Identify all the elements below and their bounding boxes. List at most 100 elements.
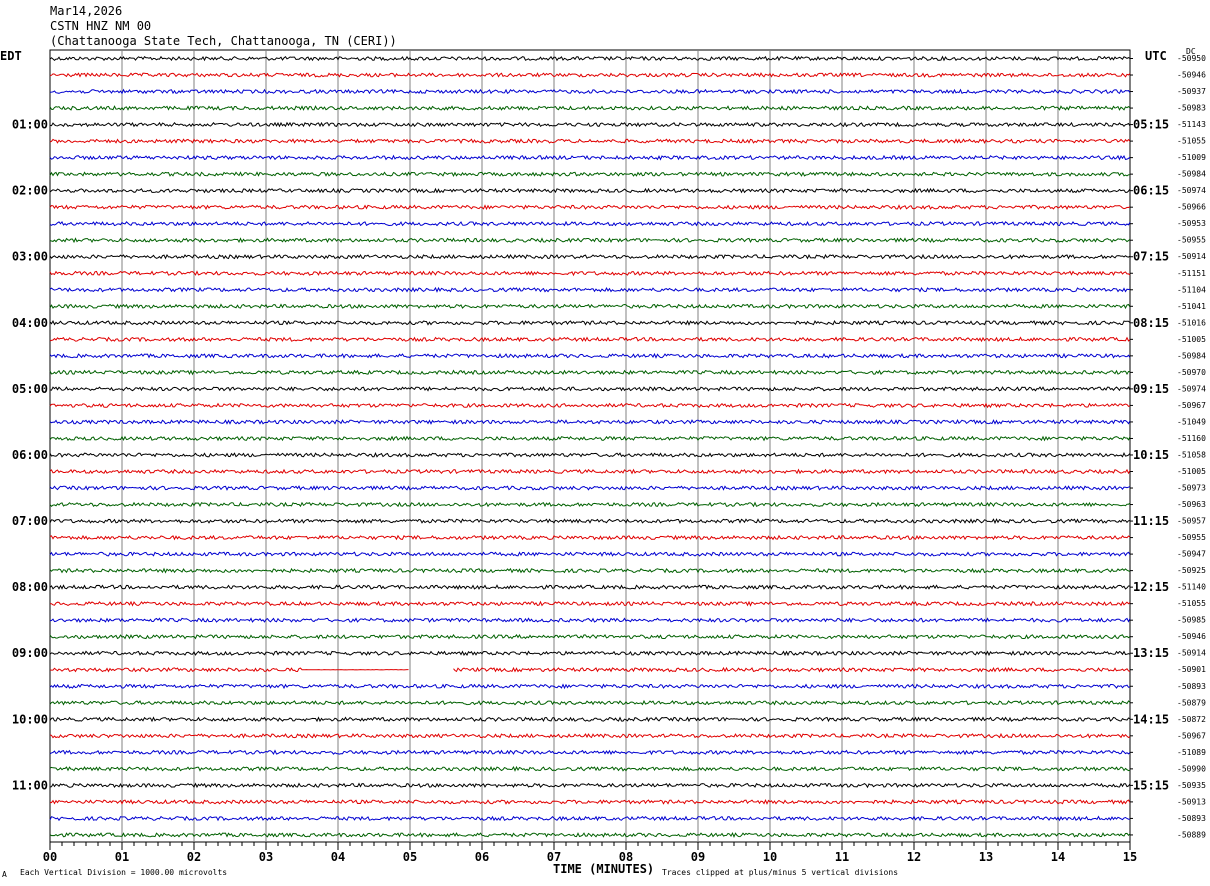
corner-mark: A (2, 870, 7, 879)
trace-line (49, 72, 1131, 78)
dc-offset-label: -50893 (1177, 814, 1206, 823)
right-hour-label: 09:15 (1133, 382, 1169, 396)
dc-offset-label: -50983 (1177, 104, 1206, 113)
dc-offset-label: -51058 (1177, 450, 1206, 459)
dc-offset-label: -50953 (1177, 219, 1206, 228)
x-tick-label: 12 (907, 850, 921, 864)
trace-line (49, 171, 1131, 178)
trace-line (49, 187, 1131, 194)
x-tick-label: 15 (1123, 850, 1137, 864)
x-tick-label: 07 (547, 850, 561, 864)
trace-line (49, 832, 1131, 838)
dc-offset-label: -51009 (1177, 153, 1206, 162)
trace-line (49, 633, 1131, 640)
dc-offset-label: -51151 (1177, 269, 1206, 278)
dc-offset-label: -51049 (1177, 417, 1206, 426)
trace-line (49, 435, 1131, 442)
trace-line (49, 319, 1131, 326)
dc-offset-label: -51016 (1177, 318, 1206, 327)
dc-offset-label: -50937 (1177, 87, 1206, 96)
x-tick-label: 13 (979, 850, 993, 864)
trace-line (49, 683, 1131, 690)
trace-line (49, 286, 1131, 293)
dc-offset-label: -50946 (1177, 71, 1206, 80)
dc-offset-label: -50990 (1177, 764, 1206, 773)
left-hour-label: 01:00 (12, 118, 48, 132)
left-hour-label: 11:00 (12, 778, 48, 792)
x-tick-label: 08 (619, 850, 633, 864)
dc-offset-label: -51104 (1177, 285, 1206, 294)
dc-column-label: DC (1186, 47, 1196, 56)
dc-offset-label: -50947 (1177, 550, 1206, 559)
dc-offset-label: -50974 (1177, 186, 1206, 195)
x-tick-label: 09 (691, 850, 705, 864)
trace-line (49, 716, 1131, 723)
left-timezone-label: EDT (0, 49, 22, 63)
right-hour-label: 14:15 (1133, 712, 1169, 726)
trace-line (49, 468, 1131, 475)
trace-line (49, 270, 1131, 277)
dc-offset-label: -50985 (1177, 616, 1206, 625)
dc-offset-label: -50879 (1177, 698, 1206, 707)
trace-line (49, 237, 1131, 244)
dc-offset-label: -50967 (1177, 731, 1206, 740)
trace-line (453, 666, 1131, 673)
dc-offset-label: -50984 (1177, 351, 1206, 360)
x-tick-label: 14 (1051, 850, 1065, 864)
dc-offset-label: -50935 (1177, 781, 1206, 790)
dc-offset-label: -50973 (1177, 484, 1206, 493)
left-hour-label: 10:00 (12, 712, 48, 726)
dc-offset-label: -51089 (1177, 748, 1206, 757)
trace-line (49, 88, 1131, 95)
trace-line (49, 749, 1131, 756)
trace-line (49, 584, 1130, 591)
trace-line (49, 303, 1131, 310)
trace-line (49, 352, 1131, 359)
right-hour-label: 12:15 (1133, 580, 1169, 594)
x-tick-label: 01 (115, 850, 129, 864)
trace-line (49, 105, 1131, 111)
right-hour-label: 10:15 (1133, 448, 1169, 462)
header-station: CSTN HNZ NM 00 (50, 19, 152, 33)
trace-line (49, 121, 1131, 128)
plot-frame (49, 49, 1131, 843)
header-date: Mar14,2026 (50, 4, 123, 18)
left-hour-label: 02:00 (12, 184, 48, 198)
right-hour-label: 15:15 (1133, 778, 1169, 792)
trace-line (49, 204, 1131, 211)
trace-line (49, 617, 1131, 624)
dc-offset-label: -50955 (1177, 236, 1206, 245)
left-hour-label: 08:00 (12, 580, 48, 594)
x-tick-label: 11 (835, 850, 849, 864)
right-hour-label: 11:15 (1133, 514, 1169, 528)
dc-offset-label: -50889 (1177, 830, 1206, 839)
left-hour-label: 06:00 (12, 448, 48, 462)
trace-line (49, 452, 1131, 458)
trace-line (49, 138, 1131, 144)
left-hour-label: 03:00 (12, 250, 48, 264)
trace-line (49, 336, 1131, 343)
trace-line (49, 485, 1131, 491)
header-location: (Chattanooga State Tech, Chattanooga, TN… (50, 34, 397, 48)
dc-offset-label: -51055 (1177, 599, 1206, 608)
x-tick-label: 04 (331, 850, 345, 864)
dc-offset-label: -50925 (1177, 566, 1206, 575)
left-hour-label: 07:00 (12, 514, 48, 528)
dc-offset-label: -50893 (1177, 682, 1206, 691)
dc-offset-label: -50913 (1177, 797, 1206, 806)
trace-line (49, 220, 1131, 227)
trace-line (49, 782, 1131, 789)
x-tick-label: 10 (763, 850, 777, 864)
x-tick-label: 03 (259, 850, 273, 864)
trace-line (49, 815, 1131, 822)
right-hour-label: 08:15 (1133, 316, 1169, 330)
dc-offset-label: -51140 (1177, 583, 1206, 592)
scale-note: Each Vertical Division = 1000.00 microvo… (20, 868, 228, 877)
trace-line (49, 534, 1131, 541)
x-tick-label: 06 (475, 850, 489, 864)
trace-line (49, 650, 1131, 657)
right-timezone-label: UTC (1145, 49, 1167, 63)
dc-offset-label: -51005 (1177, 335, 1206, 344)
dc-offset-label: -50967 (1177, 401, 1206, 410)
